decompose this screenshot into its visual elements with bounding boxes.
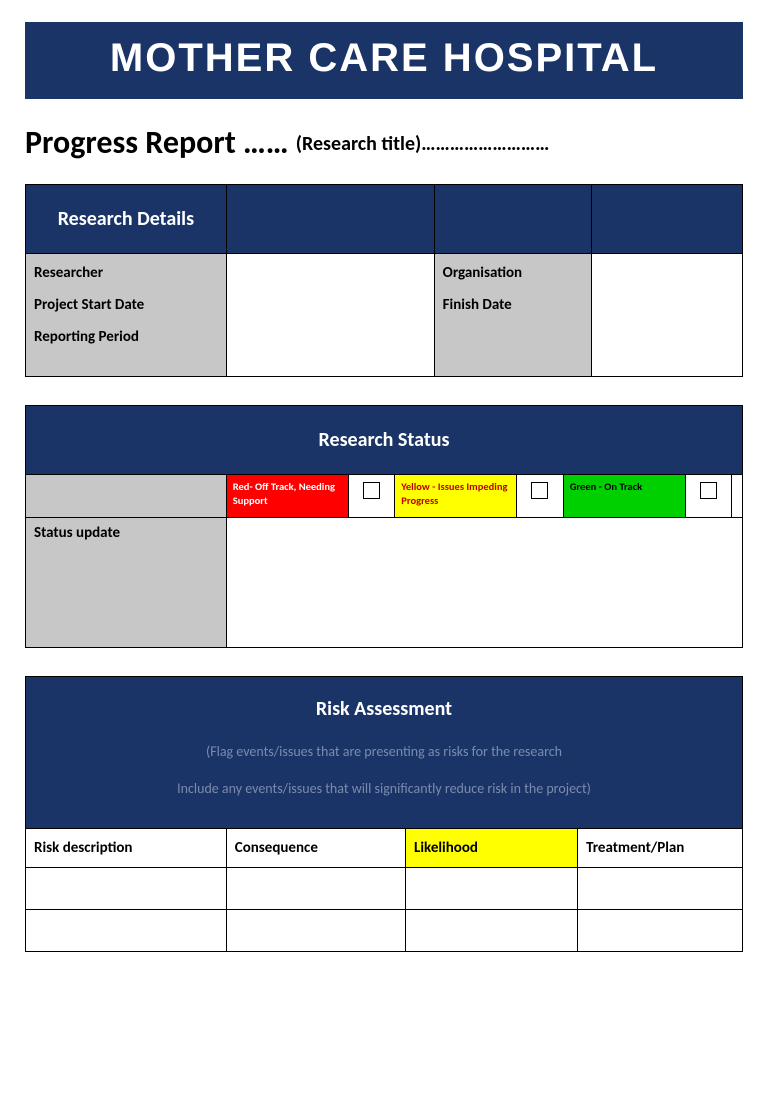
label-finish-date: Finish Date bbox=[443, 292, 584, 324]
status-yellow-checkbox[interactable] bbox=[531, 482, 548, 499]
risk-subtext-2: Include any events/issues that will sign… bbox=[26, 774, 742, 828]
risk-cell[interactable] bbox=[406, 910, 578, 952]
status-red-checkbox[interactable] bbox=[363, 482, 380, 499]
risk-cell[interactable] bbox=[26, 868, 227, 910]
status-header: Research Status bbox=[26, 406, 743, 475]
title-prefix: Progress Report …… bbox=[25, 123, 289, 162]
status-trailing-cell bbox=[732, 475, 743, 518]
status-red-cell: Red- Off Track, Needing Support bbox=[226, 475, 348, 518]
status-row-label-empty bbox=[26, 475, 227, 518]
risk-subtext-1: (Flag events/issues that are presenting … bbox=[26, 737, 742, 773]
risk-header: Risk Assessment bbox=[26, 677, 742, 737]
report-title: Progress Report …… (Research title)……………… bbox=[25, 123, 743, 162]
label-reporting-period: Reporting Period bbox=[34, 324, 218, 356]
title-suffix: (Research title)……………………… bbox=[296, 132, 550, 156]
risk-header-block: Risk Assessment (Flag events/issues that… bbox=[26, 677, 743, 829]
status-green-prefix: Green - bbox=[570, 480, 604, 493]
status-green-text: On Track bbox=[604, 480, 642, 493]
status-yellow-prefix: Yellow - bbox=[401, 480, 437, 493]
risk-assessment-table: Risk Assessment (Flag events/issues that… bbox=[25, 676, 743, 952]
risk-col-likelihood: Likelihood bbox=[406, 829, 578, 868]
status-yellow-cell: Yellow - Issues Impeding Progress bbox=[395, 475, 517, 518]
label-researcher: Researcher bbox=[34, 260, 218, 292]
details-header-blank2 bbox=[434, 185, 592, 254]
label-organisation: Organisation bbox=[443, 260, 584, 292]
details-header-blank1 bbox=[226, 185, 434, 254]
research-status-table: Research Status Red- Off Track, Needing … bbox=[25, 405, 743, 648]
risk-col-description: Risk description bbox=[26, 829, 227, 868]
label-start-date: Project Start Date bbox=[34, 292, 218, 324]
value-col2[interactable] bbox=[592, 254, 743, 377]
details-header: Research Details bbox=[26, 185, 227, 254]
status-green-checkbox[interactable] bbox=[700, 482, 717, 499]
risk-cell[interactable] bbox=[406, 868, 578, 910]
details-header-blank3 bbox=[592, 185, 743, 254]
risk-col-treatment: Treatment/Plan bbox=[578, 829, 743, 868]
status-update-area[interactable] bbox=[226, 518, 742, 648]
risk-cell[interactable] bbox=[578, 868, 743, 910]
risk-cell[interactable] bbox=[578, 910, 743, 952]
hospital-banner: MOTHER CARE HOSPITAL bbox=[25, 22, 743, 99]
risk-cell[interactable] bbox=[226, 868, 405, 910]
status-update-label: Status update bbox=[26, 518, 227, 648]
research-details-table: Research Details Researcher Project Star… bbox=[25, 184, 743, 377]
risk-cell[interactable] bbox=[26, 910, 227, 952]
status-red-prefix: Red- bbox=[233, 480, 255, 493]
value-col1[interactable] bbox=[226, 254, 434, 377]
status-green-cell: Green - On Track bbox=[563, 475, 685, 518]
risk-col-consequence: Consequence bbox=[226, 829, 405, 868]
risk-cell[interactable] bbox=[226, 910, 405, 952]
